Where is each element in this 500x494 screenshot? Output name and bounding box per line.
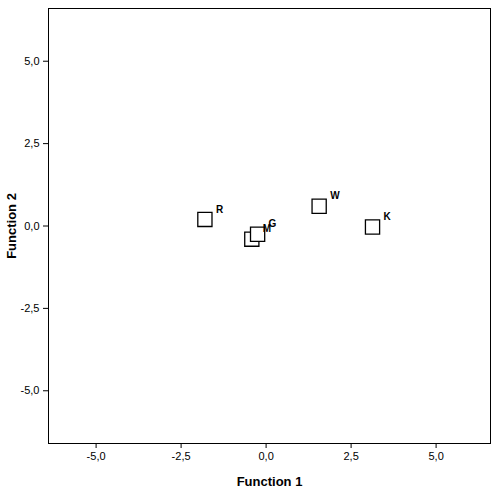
- svg-text:Function 1: Function 1: [237, 474, 303, 489]
- svg-text:2,5: 2,5: [24, 137, 39, 149]
- svg-text:0,0: 0,0: [24, 220, 39, 232]
- svg-text:-2,5: -2,5: [172, 450, 191, 462]
- svg-text:0,0: 0,0: [258, 450, 273, 462]
- svg-text:-5,0: -5,0: [21, 384, 40, 396]
- svg-text:R: R: [216, 204, 224, 215]
- svg-text:M: M: [262, 223, 272, 235]
- svg-text:G: G: [269, 218, 277, 229]
- svg-text:-2,5: -2,5: [21, 302, 40, 314]
- svg-text:5,0: 5,0: [24, 55, 39, 67]
- svg-text:K: K: [384, 211, 392, 222]
- svg-text:-5,0: -5,0: [87, 450, 106, 462]
- svg-text:2,5: 2,5: [343, 450, 358, 462]
- svg-text:W: W: [330, 190, 340, 201]
- svg-text:Function 2: Function 2: [4, 193, 19, 259]
- svg-text:5,0: 5,0: [428, 450, 443, 462]
